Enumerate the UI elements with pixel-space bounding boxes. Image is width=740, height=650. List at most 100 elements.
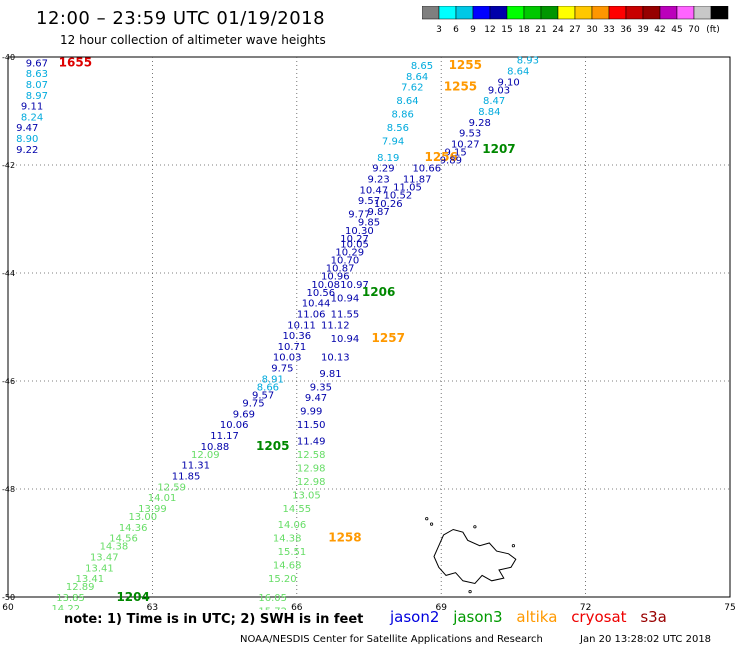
- wave-height-label: 9.75: [271, 364, 293, 375]
- wave-height-label: 9.75: [242, 399, 264, 410]
- wave-height-label: 13.47: [90, 553, 119, 564]
- wave-height-label: 11.31: [181, 461, 210, 472]
- wave-height-label: 10.26: [374, 199, 403, 210]
- latitude-tick-label: -42: [2, 161, 15, 170]
- islet-outline: [511, 544, 516, 548]
- wave-height-label: 10.47: [359, 185, 388, 196]
- wave-height-label: 9.57: [358, 196, 380, 207]
- wave-height-label: 8.66: [257, 382, 279, 393]
- islet-outline: [425, 517, 429, 521]
- color-scale-label: 24: [552, 25, 564, 35]
- wave-height-label: 8.91: [262, 374, 284, 385]
- color-scale-label: 6: [453, 25, 459, 35]
- color-scale-label: 18: [518, 25, 530, 35]
- latitude-tick-label: -40: [2, 53, 15, 62]
- wave-height-label: 15.72: [258, 607, 287, 611]
- wave-height-label: 14.36: [119, 523, 148, 534]
- wave-height-label: 9.53: [459, 129, 481, 140]
- footer-timestamp: Jan 20 13:28:02 UTC 2018: [580, 634, 712, 645]
- wave-height-label: 8.84: [478, 107, 500, 118]
- wave-height-label: 14.22: [51, 604, 80, 610]
- wave-height-label: 11.50: [297, 420, 326, 431]
- wave-height-label: 9.77: [348, 210, 370, 221]
- wave-height-label: 8.64: [396, 96, 418, 107]
- wave-height-label: 8.93: [517, 56, 539, 67]
- wave-height-label: 14.68: [273, 561, 302, 572]
- wave-height-label: 8.97: [26, 91, 48, 102]
- wave-height-label: 10.03: [273, 353, 302, 364]
- map-title: 12:00 – 23:59 UTC 01/19/2018: [36, 8, 326, 29]
- wave-height-label: 15.51: [278, 547, 307, 558]
- wave-height-label: 14.55: [282, 504, 311, 515]
- wave-height-label: 11.55: [331, 310, 360, 321]
- wave-height-label: 12.59: [157, 482, 186, 493]
- wave-height-label: 9.03: [488, 85, 510, 96]
- pass-time-label: 1256: [424, 150, 457, 164]
- wave-height-label: 10.44: [302, 299, 331, 310]
- wave-height-label: 11.06: [297, 310, 326, 321]
- color-scale-bar: 3 6 9 12 15 18 21 24 27 30 33 36 39 42 45 70 (ft): [422, 6, 729, 35]
- wave-height-label: 10.70: [331, 256, 360, 267]
- wave-height-label: 15.20: [268, 574, 297, 585]
- latitude-tick-label: -48: [2, 485, 15, 494]
- color-scale-label: 9: [470, 25, 476, 35]
- wave-height-label: 10.52: [384, 191, 413, 202]
- wave-height-label: 13.00: [128, 512, 157, 523]
- wave-height-label: 10.06: [220, 420, 249, 431]
- wave-height-label: 10.71: [278, 342, 307, 353]
- satellite-legend: jason2 jason3 altika cryosat s3a: [390, 608, 676, 626]
- wave-height-label: 13.41: [76, 574, 105, 585]
- wave-height-label: 9.15: [445, 148, 467, 159]
- color-scale-label: (ft): [706, 25, 720, 35]
- map-frame: [7, 56, 731, 598]
- wave-height-label: 13.85: [56, 593, 85, 604]
- wave-height-label: 10.87: [326, 264, 355, 275]
- wave-height-label: 10.11: [287, 320, 316, 331]
- longitude-tick-label: 60: [2, 603, 14, 610]
- wave-height-label: 12.98: [297, 463, 326, 474]
- longitude-tick-label: 66: [291, 603, 303, 610]
- wave-height-label: 14.01: [148, 493, 177, 504]
- pass-time-label: 1205: [256, 439, 289, 453]
- wave-height-label: 9.23: [367, 175, 389, 186]
- wave-height-label: 12.58: [297, 450, 326, 461]
- wave-height-label: 11.49: [297, 436, 326, 447]
- units-note: note: 1) Time is in UTC; 2) SWH is in fe…: [64, 612, 364, 627]
- wave-height-label: 9.85: [358, 218, 380, 229]
- wave-height-label: 11.85: [172, 472, 201, 483]
- wave-height-label: 12.89: [66, 582, 95, 593]
- wave-height-label: 11.12: [321, 320, 350, 331]
- legend-jason3: jason3: [453, 608, 503, 626]
- footer-credit: NOAA/NESDIS Center for Satellite Applica…: [240, 634, 543, 645]
- wave-height-label: 9.47: [305, 393, 327, 404]
- pass-time-label: 1207: [482, 142, 515, 156]
- wave-height-label: 9.81: [319, 369, 341, 380]
- pass-time-label: 1204: [116, 590, 149, 604]
- wave-height-label: 10.13: [321, 353, 350, 364]
- longitude-tick-label: 75: [724, 603, 735, 610]
- wave-height-label: 10.08: [311, 280, 340, 291]
- wave-height-label: 9.69: [233, 409, 255, 420]
- wave-height-label: 10.94: [331, 334, 360, 345]
- islet-outline: [429, 522, 434, 526]
- color-scale-label: 15: [501, 25, 512, 35]
- wave-height-label: 8.65: [411, 61, 433, 72]
- latitude-tick-label: -50: [2, 593, 15, 602]
- longitude-tick-label: 72: [580, 603, 591, 610]
- wave-height-label: 7.94: [382, 137, 404, 148]
- wave-height-label: 13.41: [85, 563, 114, 574]
- wave-height-label: 10.29: [335, 247, 364, 258]
- color-scale-label: 70: [688, 25, 700, 35]
- pass-time-label: 1255: [449, 58, 482, 72]
- color-scale-label: 21: [535, 25, 546, 35]
- color-scale-label: 27: [569, 25, 580, 35]
- wave-height-label: 8.63: [26, 69, 48, 80]
- wave-height-label: 10.30: [345, 226, 374, 237]
- wave-height-label: 16.05: [258, 593, 287, 604]
- wave-height-label: 13.99: [138, 504, 167, 515]
- pass-time-label: 1206: [362, 285, 395, 299]
- wave-height-label: 8.56: [387, 123, 409, 134]
- color-scale-label: 42: [654, 25, 665, 35]
- legend-s3a: s3a: [640, 608, 667, 626]
- islet-outline: [473, 525, 477, 529]
